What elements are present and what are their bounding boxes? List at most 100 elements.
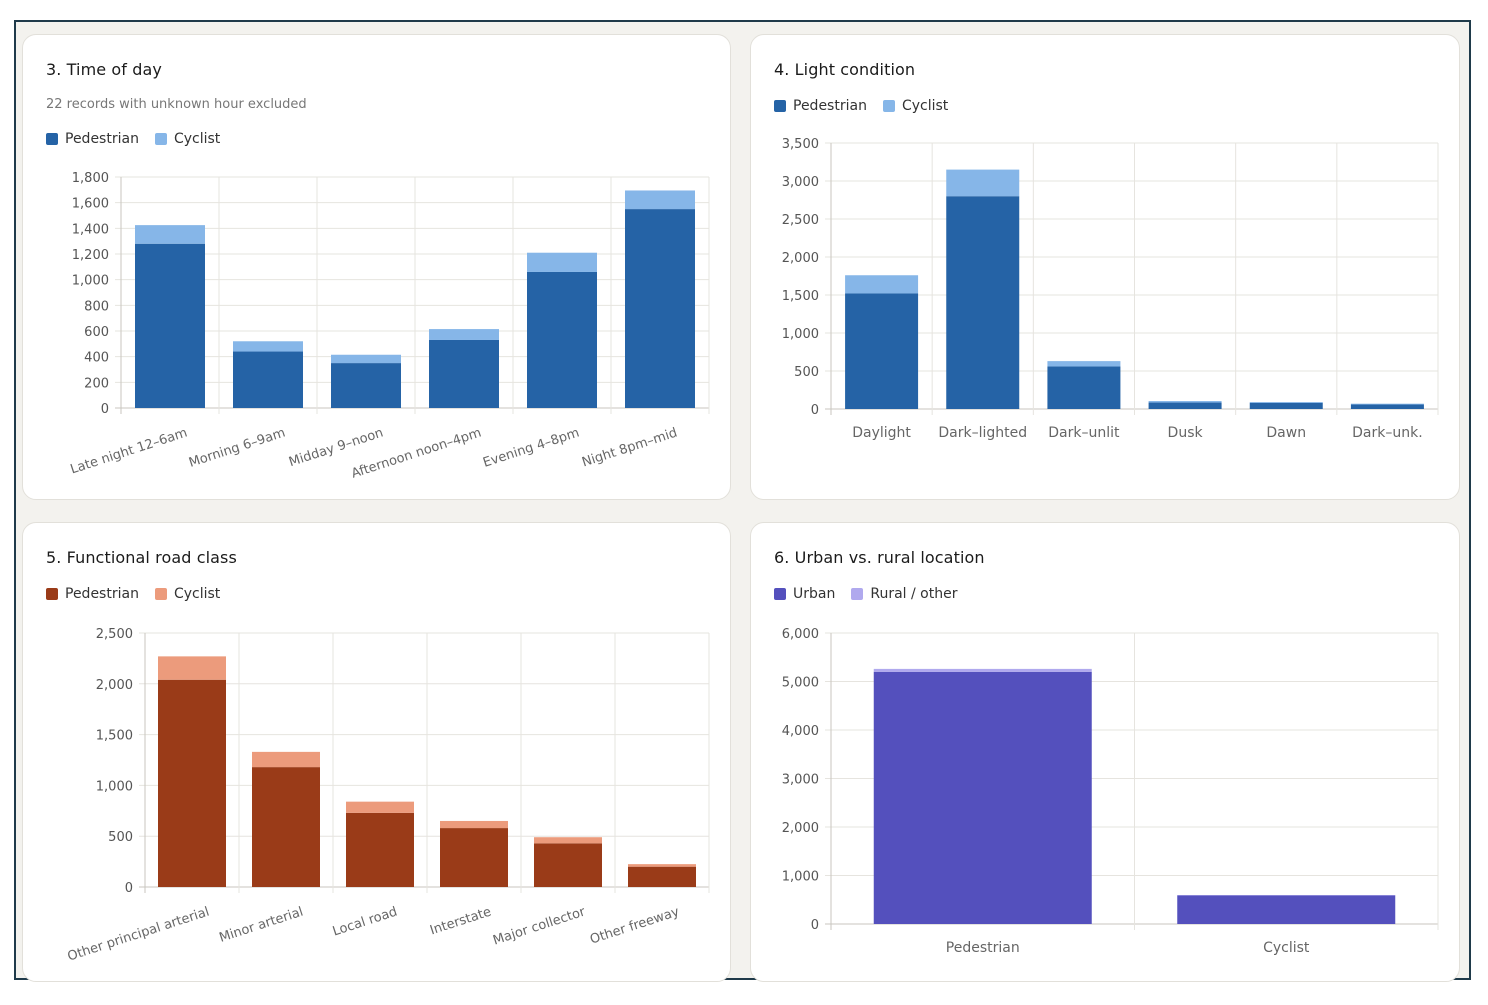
y-tick-label: 200 (84, 376, 109, 391)
y-tick-label: 1,200 (72, 248, 109, 263)
x-tick-label: Major collector (491, 904, 588, 948)
legend-item-urban[interactable]: Urban (774, 586, 835, 602)
legend-label: Pedestrian (65, 586, 139, 602)
legend-label: Urban (793, 586, 836, 602)
y-tick-label: 2,500 (96, 627, 133, 642)
bar-pedestrian-1 (845, 293, 919, 409)
bar-cyclist-3 (331, 354, 401, 364)
x-tick-label: Cyclist (1263, 940, 1310, 956)
legend-swatch (154, 133, 167, 145)
legend-label: Cyclist (173, 131, 221, 147)
legend-label: Pedestrian (65, 131, 139, 147)
x-tick-label: Interstate (428, 905, 493, 939)
bar-pedestrian-2 (233, 351, 303, 408)
legend-swatch (774, 100, 786, 112)
urban-rural-chart: 0 1,000 2,000 3,000 4,000 5,000 6,000 Pedestria… (782, 627, 1439, 956)
y-tick-label: 3,000 (782, 175, 819, 190)
bar-cyclist-2 (252, 751, 320, 768)
bar-cyclist-6 (625, 190, 695, 210)
bar-cyclist-5 (534, 837, 602, 844)
bar-pedestrian-4 (440, 828, 508, 887)
chart-title: 6. Urban vs. rural location (774, 548, 985, 567)
bar-cyclist-1 (158, 656, 226, 680)
y-tick-label: 2,500 (782, 213, 819, 228)
legend-swatch (882, 100, 895, 112)
chart-title: 5. Functional road class (46, 548, 237, 567)
bar-cyclist-3 (1047, 361, 1121, 367)
legend-item-cyclist[interactable]: Cyclist (154, 586, 220, 602)
bar-pedestrian-4 (429, 339, 499, 408)
bar-cyclist-6 (1350, 403, 1424, 405)
x-tick-label: Minor arterial (217, 905, 305, 946)
x-tick-label: Dark–unk. (1352, 425, 1423, 441)
y-tick-label: 500 (108, 830, 133, 845)
bar-cyclist-3 (346, 801, 414, 813)
bar-cyclist-6 (628, 864, 696, 867)
x-tick-label: Pedestrian (946, 940, 1020, 956)
legend-item-cyclist[interactable]: Cyclist (154, 131, 221, 147)
chart-legend: Urban Rural / other (774, 586, 957, 602)
time-of-day-chart: 0 200 400 600 800 1,000 1,200 1,400 1,600 1,800 La… (69, 171, 710, 482)
y-tick-label: 1,000 (782, 327, 819, 342)
y-tick-label: 3,000 (782, 773, 819, 788)
x-tick-label: Dark–lighted (938, 425, 1027, 441)
y-tick-label: 400 (84, 351, 109, 366)
y-tick-label: 1,500 (782, 289, 819, 304)
bar-pedestrian-5 (534, 843, 602, 887)
chart-legend: Pedestrian Cyclist (46, 131, 220, 147)
legend-swatch (774, 588, 786, 600)
y-tick-label: 2,000 (782, 251, 819, 266)
legend-item-pedestrian[interactable]: Pedestrian (46, 131, 139, 147)
bar-pedestrian-6 (1350, 404, 1424, 409)
x-tick-label: Evening 4–8pm (481, 426, 581, 471)
legend-item-pedestrian[interactable]: Pedestrian (774, 98, 867, 114)
bar-cyclist-2 (946, 169, 1020, 197)
x-tick-label: Daylight (852, 425, 911, 441)
y-tick-label: 500 (794, 365, 819, 380)
legend-swatch (46, 588, 58, 600)
y-tick-label: 5,000 (782, 676, 819, 691)
y-tick-label: 3,500 (782, 137, 819, 152)
bar-pedestrian-1 (135, 243, 205, 408)
y-tick-label: 1,600 (72, 197, 109, 212)
bar-pedestrian-4 (1148, 402, 1222, 409)
chart-card-urban-rural: 6. Urban vs. rural location Urban Rural … (750, 522, 1460, 982)
legend-item-pedestrian[interactable]: Pedestrian (46, 586, 139, 602)
y-tick-label: 2,000 (96, 678, 133, 693)
y-tick-label: 4,000 (782, 724, 819, 739)
bar-pedestrian-3 (331, 363, 401, 408)
chart-title: 4. Light condition (774, 60, 916, 79)
x-tick-label: Other principal arterial (66, 905, 212, 965)
bar-cyclist-4 (1148, 401, 1222, 403)
y-tick-label: 600 (84, 325, 109, 340)
road-class-chart: 0 500 1,000 1,500 2,000 2,500 Other principal … (66, 627, 710, 965)
bar-rural-other-1 (873, 668, 1092, 672)
legend-item-rural[interactable]: Rural / other (851, 586, 957, 602)
bar-cyclist-5 (1249, 402, 1323, 403)
bar-urban-1 (873, 671, 1092, 924)
y-tick-label: 0 (125, 881, 133, 896)
chart-subtitle: 22 records with unknown hour excluded (46, 97, 307, 112)
bar-pedestrian-1 (158, 679, 226, 887)
y-tick-label: 1,000 (782, 870, 819, 885)
x-tick-label: Local road (331, 905, 399, 940)
legend-label: Cyclist (901, 98, 949, 114)
light-condition-chart: 0 500 1,000 1,500 2,000 2,500 3,000 3,500 Daylig… (782, 137, 1439, 441)
bar-pedestrian-3 (1047, 366, 1121, 409)
x-tick-label: Dusk (1168, 425, 1204, 441)
bar-cyclist-1 (845, 275, 919, 294)
bar-urban-2 (1177, 895, 1396, 924)
bar-cyclist-2 (233, 341, 303, 352)
legend-item-cyclist[interactable]: Cyclist (882, 98, 949, 114)
y-tick-label: 0 (101, 402, 109, 417)
bar-pedestrian-3 (346, 812, 414, 887)
legend-label: Pedestrian (793, 98, 867, 114)
legend-swatch (154, 588, 167, 600)
chart-legend: Pedestrian Cyclist (46, 586, 220, 602)
x-tick-label: Dark–unlit (1048, 425, 1120, 441)
y-tick-label: 0 (811, 918, 819, 933)
legend-label: Rural / other (870, 586, 958, 602)
bar-pedestrian-5 (527, 271, 597, 408)
chart-card-time-of-day: 3. Time of day 22 records with unknown h… (22, 34, 731, 500)
y-tick-label: 0 (811, 403, 819, 418)
